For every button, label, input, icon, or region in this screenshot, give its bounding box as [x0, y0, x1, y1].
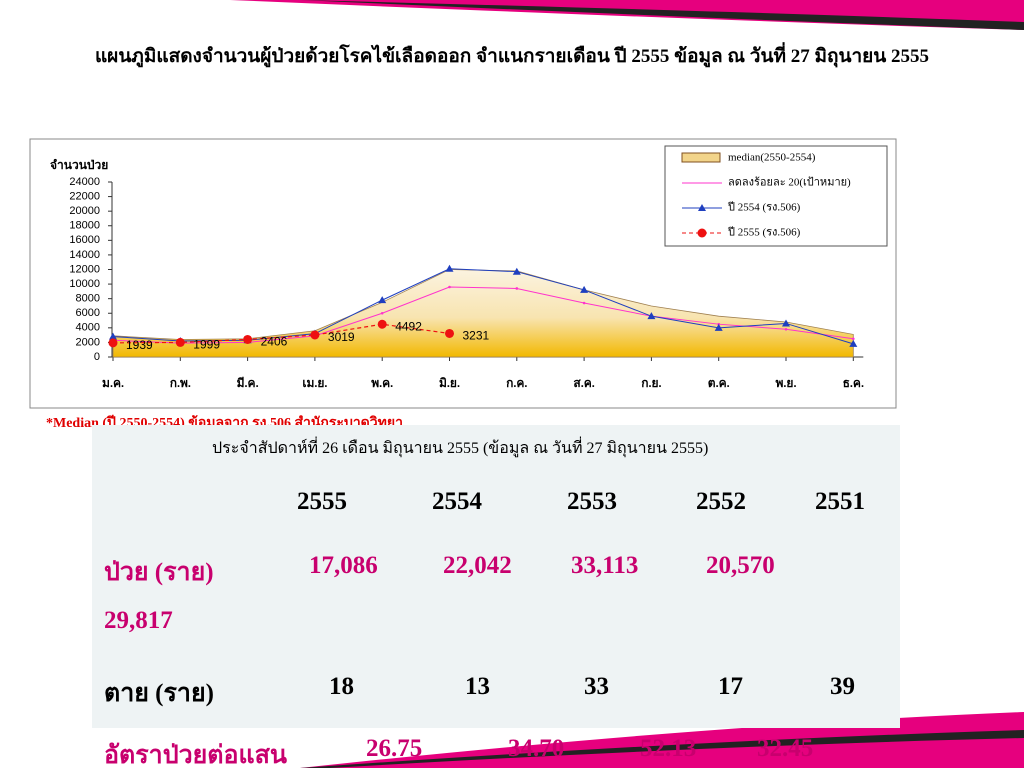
y-tick-label: 20000 — [69, 205, 100, 217]
x-tick-label: มี.ค. — [237, 376, 259, 390]
marker — [849, 339, 858, 347]
y-tick-label: 24000 — [69, 176, 100, 188]
marker — [445, 328, 454, 338]
y-tick-label: 10000 — [69, 278, 100, 290]
column-header: 2555 — [297, 488, 347, 515]
series-line — [112, 286, 854, 344]
y-tick-label: 6000 — [76, 307, 100, 319]
x-tick-label: พ.ค. — [371, 376, 393, 390]
y-tick-label: 8000 — [76, 293, 100, 305]
row-header: ป่วย (ราย) — [104, 559, 214, 586]
y-tick-label: 4000 — [76, 322, 100, 334]
x-tick-label: ก.ย. — [641, 376, 661, 390]
marker — [445, 264, 454, 272]
cell: 13 — [465, 673, 490, 700]
cell: 18 — [329, 673, 354, 700]
y-tick-label: 22000 — [69, 190, 100, 202]
column-header: 2554 — [432, 488, 482, 515]
marker — [109, 332, 117, 340]
row-header: ตาย (ราย) — [104, 680, 214, 707]
marker — [582, 301, 586, 305]
data-label: 3019 — [328, 330, 355, 344]
cell: 52.13 — [640, 735, 697, 762]
y-axis-label: จำนวนป่วย — [50, 158, 108, 172]
y-tick-label: 2000 — [76, 336, 100, 348]
x-tick-label: พ.ย. — [776, 376, 797, 390]
marker — [852, 337, 855, 341]
marker — [448, 285, 451, 289]
x-tick-label: เม.ย. — [302, 376, 327, 390]
y-tick-label: 0 — [94, 351, 100, 363]
y-tick-label: 16000 — [69, 234, 100, 246]
cell: 33 — [584, 673, 609, 700]
marker — [175, 337, 185, 347]
marker — [380, 311, 384, 315]
data-label: 2406 — [261, 335, 288, 349]
cell: 32.45 — [757, 735, 814, 762]
cell: 17,086 — [309, 552, 378, 579]
cell: 29,817 — [104, 607, 173, 634]
table-caption: ประจำสัปดาห์ที่ 26 เดือน มิถุนายน 2555 (… — [212, 440, 709, 457]
cell: 22,042 — [443, 552, 512, 579]
x-tick-label: ธ.ค. — [843, 376, 864, 390]
marker — [580, 285, 589, 293]
data-label: 3231 — [463, 329, 490, 343]
column-header: 2551 — [815, 488, 865, 515]
cell: 17 — [718, 673, 743, 700]
data-label: 1999 — [193, 338, 220, 352]
top-band — [230, 0, 1024, 30]
x-tick-label: ม.ค. — [102, 376, 124, 390]
marker — [378, 296, 387, 304]
series-line — [112, 268, 854, 345]
bottom-band-edge — [300, 730, 1024, 768]
x-tick-label: ก.ค. — [506, 376, 527, 390]
data-label: 4492 — [395, 319, 422, 333]
marker — [243, 334, 253, 344]
marker — [377, 319, 387, 329]
marker — [782, 319, 790, 327]
column-header: 2553 — [567, 488, 617, 515]
legend-label: ลดลงร้อยละ 20(เป้าหมาย) — [728, 177, 851, 189]
x-tick-label: ต.ค. — [708, 376, 730, 390]
data-label: 1939 — [126, 338, 153, 352]
cell: 20,570 — [706, 552, 775, 579]
x-tick-label: ส.ค. — [573, 376, 594, 390]
marker — [714, 323, 723, 331]
legend-label: ปี 2554 (รง.506) — [727, 201, 801, 214]
y-tick-label: 14000 — [69, 249, 100, 261]
legend-label: median(2550-2554) — [728, 152, 816, 164]
y-tick-label: 12000 — [69, 263, 100, 275]
cell: 33,113 — [571, 552, 639, 579]
row-header: อัตราป่วยต่อแสน — [104, 742, 287, 769]
column-header: 2552 — [696, 488, 746, 515]
top-band-edge — [300, 0, 1024, 30]
marker — [310, 330, 320, 340]
table-panel — [92, 425, 900, 728]
marker — [647, 312, 656, 320]
marker — [784, 327, 788, 331]
marker — [515, 287, 519, 290]
marker — [512, 267, 521, 275]
legend-label: ปี 2555 (รง.506) — [727, 226, 801, 239]
cell: 34.70 — [508, 735, 565, 762]
legend-marker — [697, 228, 707, 238]
y-tick-label: 18000 — [69, 220, 100, 232]
cell: 39 — [830, 673, 855, 700]
legend-swatch — [681, 152, 721, 163]
marker — [108, 338, 118, 348]
cell: 26.75 — [366, 735, 423, 762]
series-line — [112, 323, 450, 344]
x-tick-label: มิ.ย. — [439, 376, 460, 390]
legend-marker — [698, 204, 706, 211]
x-tick-label: ก.พ. — [170, 376, 191, 390]
chart-title: แผนภูมิแสดงจำนวนผู้ป่วยด้วยโรคไข้เลือดออ… — [94, 46, 930, 67]
